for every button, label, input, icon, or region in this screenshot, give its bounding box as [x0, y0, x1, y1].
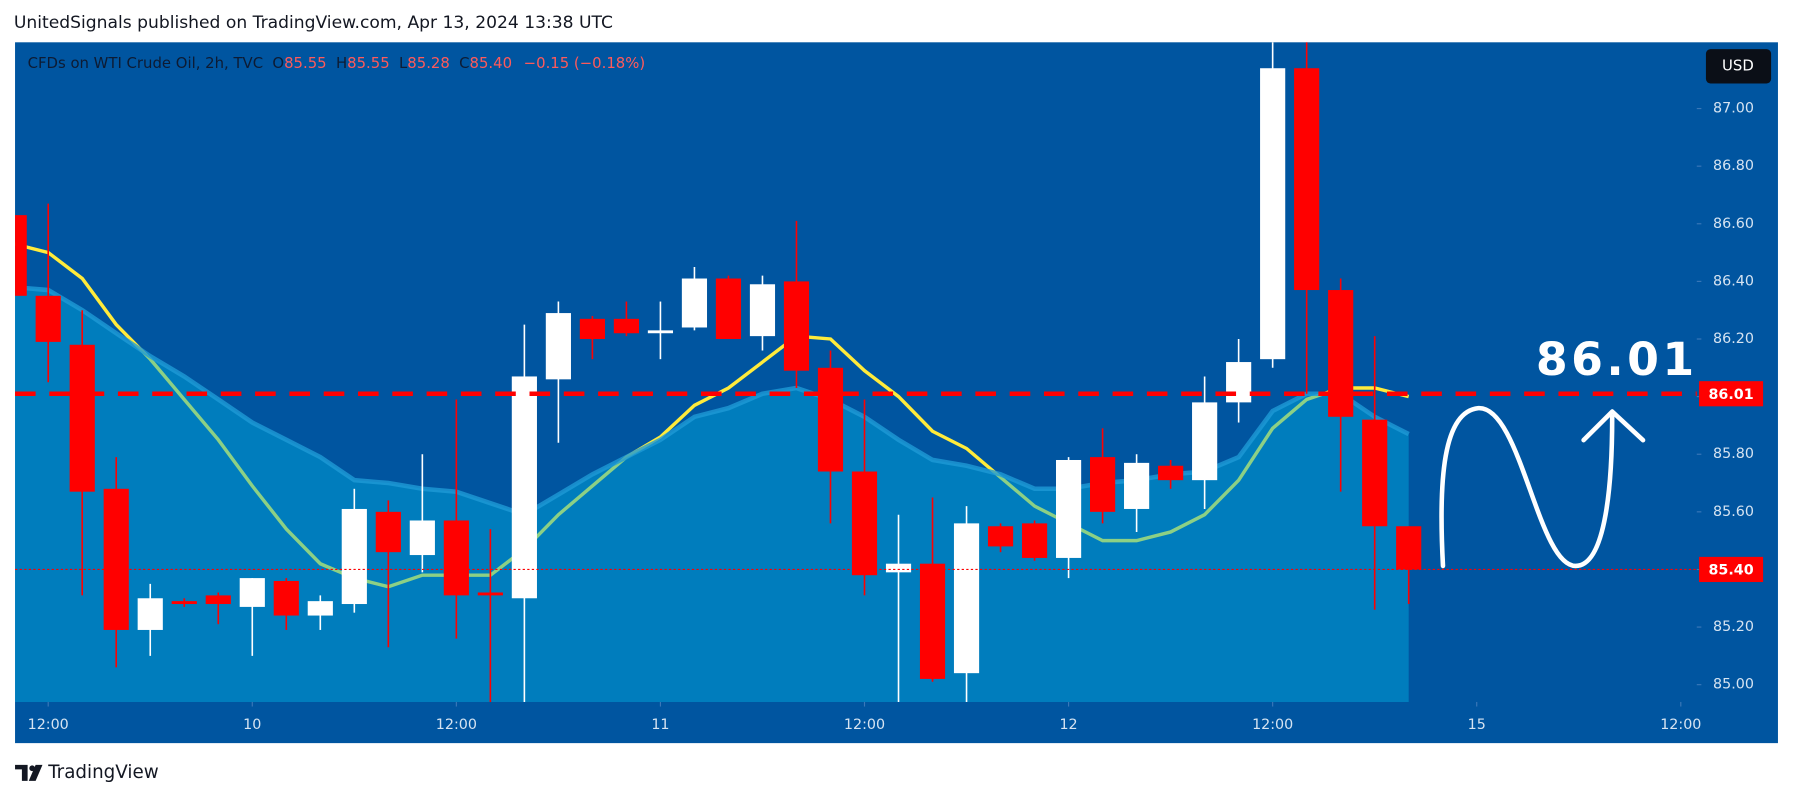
legend-h: 85.55 — [347, 54, 390, 72]
y-tick-label: 87.00 — [1713, 101, 1754, 117]
legend-o: 85.55 — [284, 54, 327, 72]
candle-body — [239, 578, 265, 607]
candle-body — [171, 601, 197, 605]
axes: 85.0085.2085.4085.6085.8086.0086.2086.40… — [15, 101, 1764, 733]
candle-body — [103, 488, 129, 630]
candle-body — [1055, 459, 1082, 558]
x-tick-label: 12:00 — [844, 717, 885, 733]
footer: TradingView — [47, 762, 159, 783]
candle-body — [1021, 523, 1048, 558]
candle-body — [443, 520, 469, 596]
candle-body — [647, 330, 674, 334]
candle-body — [511, 376, 537, 599]
price-label-box — [1699, 556, 1764, 583]
x-tick-label: 12:00 — [28, 717, 69, 733]
candle-body — [409, 520, 435, 556]
annotation: 86.01 — [1536, 333, 1698, 386]
legend-symbol: CFDs on WTI Crude Oil, 2h, TVC — [28, 54, 263, 72]
candle-body — [749, 284, 776, 337]
x-tick-label: 12:00 — [1660, 717, 1701, 733]
price-label: 86.01 — [1708, 387, 1753, 403]
x-tick-label: 12:00 — [1252, 717, 1293, 733]
y-tick-label: 86.60 — [1713, 216, 1754, 232]
legend-o-label: O — [272, 54, 284, 72]
price-label: 85.40 — [1708, 563, 1753, 579]
candle-body — [341, 508, 367, 605]
drawn-arrow — [1439, 405, 1646, 569]
candle-body — [1396, 526, 1422, 570]
candle-body — [15, 215, 27, 296]
candle-body — [953, 523, 980, 674]
candle-body — [477, 592, 503, 596]
candle-body — [69, 344, 95, 492]
candle-body — [613, 318, 639, 334]
y-tick-label: 86.80 — [1713, 158, 1754, 174]
currency: USD — [1722, 56, 1754, 74]
candle-body — [919, 563, 946, 679]
candle-body — [205, 595, 231, 605]
legend: CFDs on WTI Crude Oil, 2h, TVC O85.55 H8… — [28, 54, 646, 72]
candle-body — [307, 601, 333, 616]
candle-body — [1328, 290, 1354, 417]
candle-body — [783, 281, 810, 371]
candle-body — [1158, 465, 1184, 481]
candle-body — [375, 511, 401, 553]
legend-l-label: L — [399, 54, 408, 72]
candle-body — [1226, 362, 1252, 403]
candle-body — [987, 526, 1014, 547]
plot-area — [15, 42, 1422, 702]
legend-c: 85.40 — [470, 54, 513, 72]
candle-body — [1294, 68, 1320, 291]
candle-body — [1260, 68, 1286, 360]
candle-body — [885, 563, 912, 573]
y-tick-label: 85.00 — [1713, 677, 1754, 693]
candle-body — [545, 313, 571, 380]
candle-body — [715, 278, 742, 340]
y-tick-label: 85.60 — [1713, 504, 1754, 520]
legend-change: −0.15 (−0.18%) — [524, 54, 646, 72]
logo-dot — [29, 765, 36, 772]
x-tick-label: 15 — [1468, 717, 1486, 733]
candle-body — [1090, 457, 1116, 512]
y-tick-label: 86.20 — [1713, 331, 1754, 347]
header: UnitedSignals published on TradingView.c… — [14, 13, 613, 33]
legend-l: 85.28 — [407, 54, 450, 72]
ma-line — [15, 242, 1410, 589]
currency-badge[interactable] — [1705, 49, 1772, 84]
candle-body — [1362, 419, 1388, 527]
candle-body — [817, 367, 844, 472]
x-tick-label: 11 — [651, 717, 669, 733]
y-tick-label: 85.20 — [1713, 619, 1754, 635]
x-tick-label: 12:00 — [436, 717, 477, 733]
x-tick-label: 12 — [1059, 717, 1077, 733]
candle-body — [137, 598, 163, 630]
legend-h-label: H — [336, 54, 347, 72]
legend-c-label: C — [459, 54, 469, 72]
candle-body — [273, 580, 299, 616]
candle-body — [35, 295, 61, 342]
price-label-box — [1699, 381, 1764, 407]
logo-icon — [15, 764, 43, 781]
y-tick-label: 86.40 — [1713, 273, 1754, 289]
logo — [15, 764, 43, 781]
candle-body — [681, 278, 708, 328]
candle-body — [851, 471, 878, 576]
y-tick-label: 85.80 — [1713, 446, 1754, 462]
x-tick-label: 10 — [243, 717, 261, 733]
candle-body — [1192, 402, 1218, 481]
candle-body — [1124, 462, 1150, 509]
candle-body — [579, 318, 605, 340]
